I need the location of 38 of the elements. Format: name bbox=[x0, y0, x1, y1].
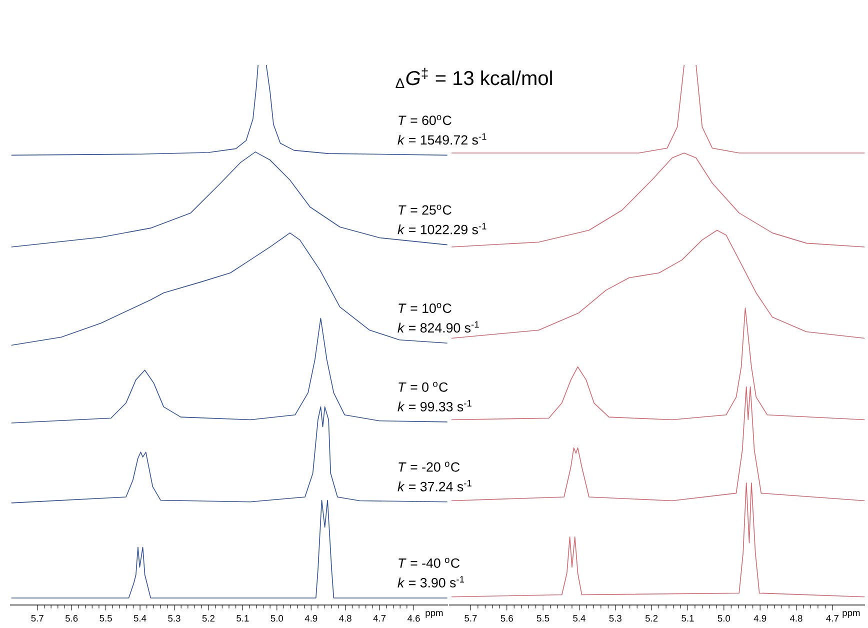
annotation: k = 824.90 s$^{-1}$ bbox=[398, 321, 479, 333]
x-tick-label: 4.7 bbox=[373, 615, 386, 622]
x-tick-label: 5.6 bbox=[65, 615, 78, 622]
x-tick-label: 5.5 bbox=[100, 615, 112, 622]
annotation: k = 1549.72 s$^{-1}$ bbox=[398, 133, 486, 145]
x-tick-label: 5.5 bbox=[536, 615, 550, 622]
annotation: k = 99.33 s$^{-1}$ bbox=[398, 400, 472, 412]
x-tick-label: 4.7 bbox=[826, 615, 838, 622]
x-tick-label: 5.2 bbox=[645, 615, 658, 622]
x-tick-label: 5.6 bbox=[500, 615, 513, 622]
annotation: T = -20 $^{o}$C bbox=[398, 462, 460, 472]
x-tick-label: 5.7 bbox=[464, 615, 477, 622]
chart-title: $_{Δ}$G$^{‡}$ = 13 kcal/mol bbox=[396, 68, 552, 88]
x-tick-label: 5.3 bbox=[609, 615, 622, 622]
x-tick-label: 4.8 bbox=[339, 615, 352, 622]
x-axis-title: ppm bbox=[842, 611, 860, 618]
x-tick-label: 5.1 bbox=[682, 615, 694, 622]
x-tick-label: 5.2 bbox=[202, 615, 214, 622]
x-tick-label: 5.7 bbox=[31, 615, 44, 622]
x-tick-label: 5.4 bbox=[134, 615, 146, 622]
annotation: k = 3.90 s$^{-1}$ bbox=[398, 576, 464, 588]
annotation: T = 25$^{o}$C bbox=[398, 204, 452, 215]
x-tick-label: 4.6 bbox=[408, 615, 420, 622]
x-tick-label: 4.9 bbox=[304, 615, 318, 622]
annotation: T = 0 $^{o}$C bbox=[398, 382, 448, 392]
annotation: k = 1022.29 s$^{-1}$ bbox=[398, 222, 486, 234]
x-axis-title: ppm bbox=[426, 611, 443, 618]
x-tick-label: 5.3 bbox=[168, 615, 180, 622]
annotation: T = 10$^{o}$C bbox=[398, 302, 452, 313]
x-tick-label: 5.0 bbox=[270, 615, 284, 622]
x-tick-label: 5.4 bbox=[573, 615, 586, 622]
x-tick-label: 5.1 bbox=[236, 615, 249, 622]
x-tick-label: 4.9 bbox=[754, 615, 766, 622]
x-tick-label: 4.8 bbox=[790, 615, 802, 622]
annotation: k = 37.24 s$^{-1}$ bbox=[398, 480, 472, 492]
annotation: T = -40 $^{o}$C bbox=[398, 558, 460, 568]
x-tick-label: 5.0 bbox=[718, 615, 730, 622]
annotation: T = 60$^{o}$C bbox=[398, 115, 452, 126]
